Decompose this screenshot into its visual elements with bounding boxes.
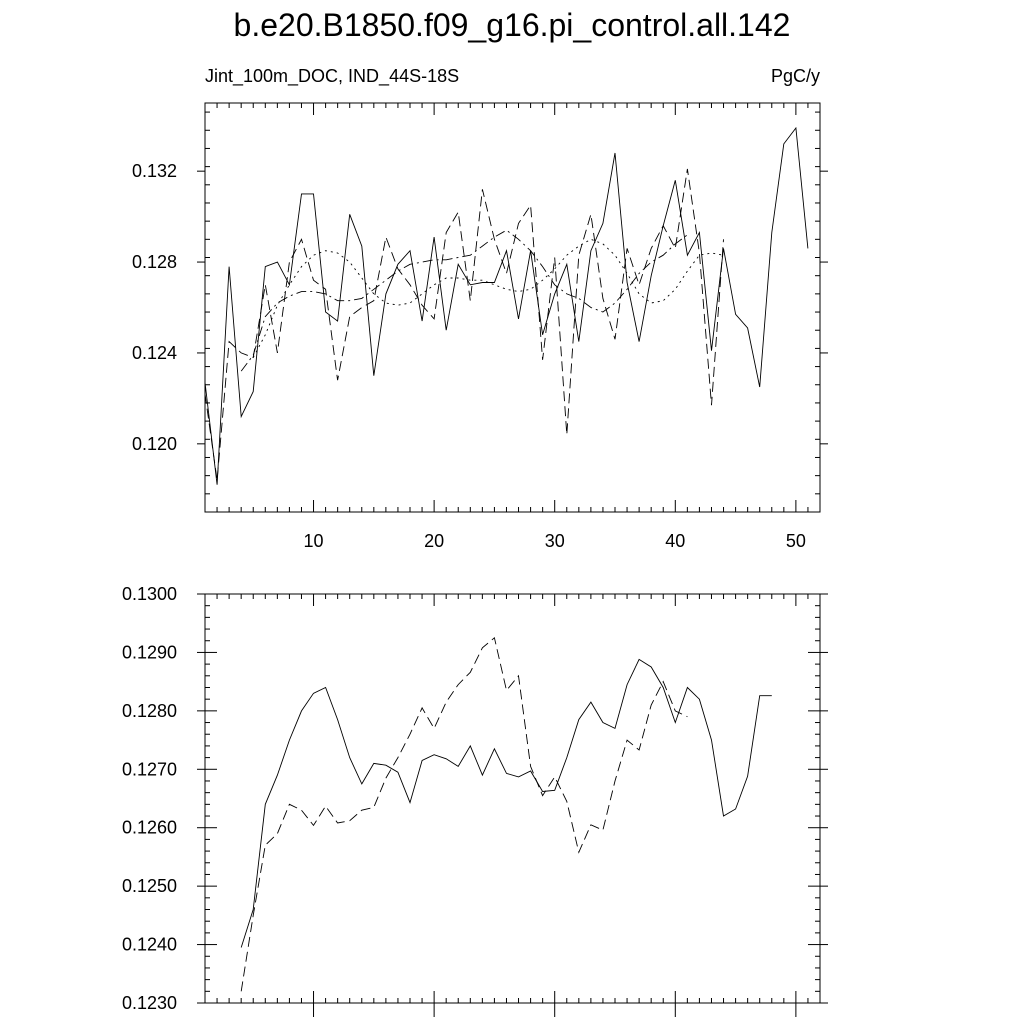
y-tick-label: 0.1290: [122, 642, 177, 662]
bottom-chart-panel: 0.1230 0.1240 0.1250 0.1260 0.1270 0.1280 0.12…: [122, 584, 828, 1017]
x-tick-label: 50: [786, 531, 806, 551]
top-chart-panel: Jint_100m_DOC, IND_44S-18S PgC/y 10 20 30 4…: [132, 66, 828, 551]
series-line-dashed: [204, 168, 724, 481]
top-left-label: Jint_100m_DOC, IND_44S-18S: [205, 66, 459, 87]
x-tick-label: 10: [304, 531, 324, 551]
series-line-solid: [204, 126, 809, 485]
y-tick-label: 0.132: [132, 161, 177, 181]
chart-title: b.e20.B1850.f09_g16.pi_control.all.142: [234, 7, 791, 43]
top-right-label: PgC/y: [771, 66, 820, 86]
series-line-dotted: [252, 238, 724, 358]
x-tick-label: 40: [665, 531, 685, 551]
y-tick-label: 0.124: [132, 343, 177, 363]
y-tick-label: 0.120: [132, 434, 177, 454]
series-line-dashed: [240, 636, 688, 992]
series-line-solid: [240, 658, 772, 948]
y-tick-label: 0.1250: [122, 876, 177, 896]
plot-frame: [204, 593, 821, 1004]
y-tick-label: 0.1240: [122, 935, 177, 955]
x-tick-label: 20: [424, 531, 444, 551]
y-tick-label: 0.1230: [122, 993, 177, 1013]
y-tick-label: 0.128: [132, 252, 177, 272]
y-tick-label: 0.1280: [122, 701, 177, 721]
series-line-dot-dash: [240, 229, 688, 372]
x-tick-label: 30: [545, 531, 565, 551]
y-tick-label: 0.1260: [122, 818, 177, 838]
y-tick-label: 0.1300: [122, 584, 177, 604]
plot-frame: [204, 102, 821, 513]
y-tick-label: 0.1270: [122, 759, 177, 779]
